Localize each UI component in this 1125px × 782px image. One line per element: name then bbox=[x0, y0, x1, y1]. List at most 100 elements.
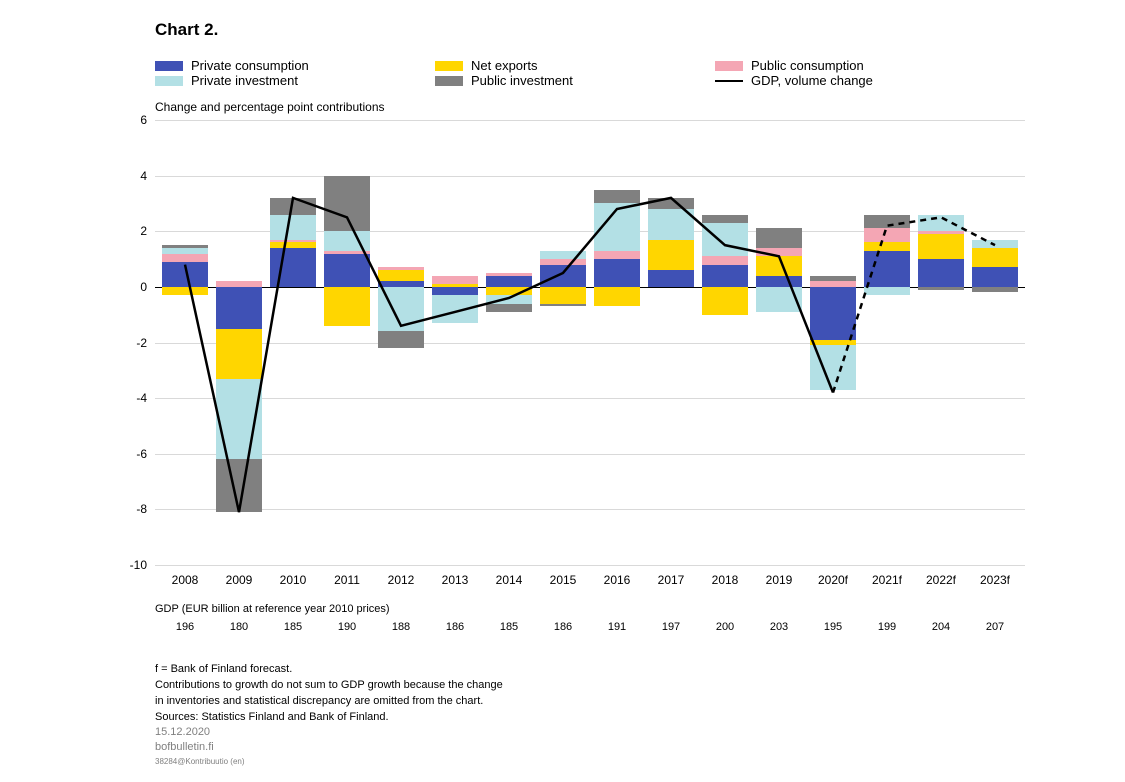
legend-label: Private consumption bbox=[191, 58, 309, 73]
gridline bbox=[155, 343, 1025, 344]
bar-segment bbox=[486, 304, 532, 312]
bar-segment bbox=[486, 273, 532, 276]
bar-segment bbox=[756, 248, 802, 256]
bar-segment bbox=[486, 276, 532, 287]
legend-swatch bbox=[155, 61, 183, 71]
gridline bbox=[155, 176, 1025, 177]
bar-segment bbox=[378, 331, 424, 348]
legend-item: Public investment bbox=[435, 73, 715, 88]
bar-segment bbox=[864, 215, 910, 229]
eur-value: 186 bbox=[446, 621, 464, 633]
credits-date: 15.12.2020 bbox=[155, 725, 245, 740]
y-tick-label: 2 bbox=[140, 224, 147, 238]
bar-segment bbox=[918, 259, 964, 287]
bar-segment bbox=[324, 251, 370, 254]
eur-value: 207 bbox=[986, 621, 1004, 633]
chart-container: Chart 2. Private consumptionNet exportsP… bbox=[155, 20, 1055, 643]
y-tick-label: 6 bbox=[140, 113, 147, 127]
bar-segment bbox=[756, 276, 802, 287]
bar-segment bbox=[324, 176, 370, 232]
bar-segment bbox=[378, 267, 424, 270]
y-axis-label: Change and percentage point contribution… bbox=[155, 100, 1055, 114]
legend: Private consumption Net exports Public con… bbox=[155, 58, 1055, 88]
bar-segment bbox=[432, 287, 478, 295]
eur-value: 190 bbox=[338, 621, 356, 633]
eur-row: GDP (EUR billion at reference year 2010 … bbox=[155, 573, 1025, 643]
bar-segment bbox=[378, 270, 424, 281]
bar-segment bbox=[864, 287, 910, 295]
bar-segment bbox=[270, 215, 316, 240]
gdp-line-dashed bbox=[833, 217, 995, 392]
bar-segment bbox=[864, 242, 910, 250]
bar-segment bbox=[648, 209, 694, 240]
bar-segment bbox=[270, 248, 316, 287]
legend-label: Public consumption bbox=[751, 58, 864, 73]
bar-segment bbox=[216, 287, 262, 329]
bar-segment bbox=[270, 242, 316, 248]
bar-segment bbox=[756, 228, 802, 247]
eur-value: 200 bbox=[716, 621, 734, 633]
bar-segment bbox=[756, 256, 802, 275]
bar-segment bbox=[378, 287, 424, 332]
legend-item: Private consumption bbox=[155, 58, 435, 73]
bar-segment bbox=[972, 240, 1018, 248]
bar-segment bbox=[162, 287, 208, 295]
bar-segment bbox=[702, 256, 748, 264]
credits: 15.12.2020 bofbulletin.fi 38284@Kontribu… bbox=[155, 725, 245, 767]
bar-segment bbox=[432, 295, 478, 323]
eur-value: 180 bbox=[230, 621, 248, 633]
eur-value: 199 bbox=[878, 621, 896, 633]
eur-value: 185 bbox=[500, 621, 518, 633]
chart-title: Chart 2. bbox=[155, 20, 1055, 40]
bar-segment bbox=[648, 270, 694, 287]
bar-segment bbox=[810, 276, 856, 282]
gridline bbox=[155, 398, 1025, 399]
bar-segment bbox=[972, 287, 1018, 293]
y-tick-label: -2 bbox=[136, 336, 147, 350]
legend-swatch bbox=[715, 61, 743, 71]
credits-site: bofbulletin.fi bbox=[155, 740, 245, 755]
eur-value: 196 bbox=[176, 621, 194, 633]
bar-segment bbox=[594, 259, 640, 287]
bar-segment bbox=[594, 203, 640, 250]
eur-row-label: GDP (EUR billion at reference year 2010 … bbox=[155, 603, 390, 615]
legend-swatch bbox=[435, 76, 463, 86]
bar-segment bbox=[432, 276, 478, 284]
bar-segment bbox=[486, 295, 532, 303]
gridline bbox=[155, 509, 1025, 510]
bar-segment bbox=[162, 262, 208, 287]
legend-label: Public investment bbox=[471, 73, 573, 88]
legend-swatch bbox=[435, 61, 463, 71]
bar-segment bbox=[540, 265, 586, 287]
bar-segment bbox=[162, 248, 208, 254]
bar-segment bbox=[162, 245, 208, 248]
bar-segment bbox=[972, 267, 1018, 286]
bar-segment bbox=[810, 345, 856, 390]
bar-segment bbox=[648, 240, 694, 271]
y-tick-label: -10 bbox=[130, 558, 147, 572]
bar-segment bbox=[324, 231, 370, 250]
legend-item: Private investment bbox=[155, 73, 435, 88]
legend-label: Private investment bbox=[191, 73, 298, 88]
gridline bbox=[155, 565, 1025, 566]
bar-segment bbox=[594, 251, 640, 259]
gridline bbox=[155, 120, 1025, 121]
legend-label: Net exports bbox=[471, 58, 537, 73]
eur-value: 188 bbox=[392, 621, 410, 633]
bar-segment bbox=[540, 304, 586, 307]
bar-segment bbox=[216, 329, 262, 379]
bar-segment bbox=[540, 259, 586, 265]
eur-value: 197 bbox=[662, 621, 680, 633]
bar-segment bbox=[810, 287, 856, 340]
credits-id: 38284@Kontribuutio (en) bbox=[155, 756, 245, 767]
y-tick-label: -8 bbox=[136, 502, 147, 516]
bar-segment bbox=[594, 287, 640, 306]
bar-segment bbox=[918, 215, 964, 232]
bar-segment bbox=[864, 251, 910, 287]
legend-swatch bbox=[155, 76, 183, 86]
bar-segment bbox=[324, 287, 370, 326]
bar-segment bbox=[702, 223, 748, 256]
bar-segment bbox=[540, 287, 586, 304]
y-tick-label: 0 bbox=[140, 280, 147, 294]
eur-value: 203 bbox=[770, 621, 788, 633]
